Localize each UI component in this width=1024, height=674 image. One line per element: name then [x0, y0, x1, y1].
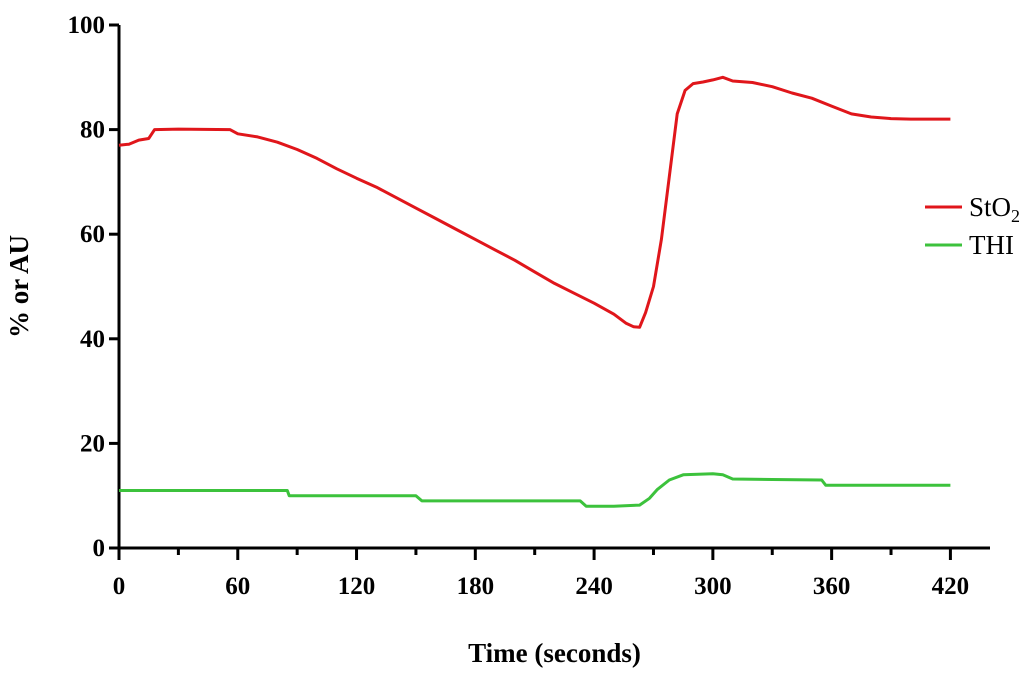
legend-label-main: StO: [969, 192, 1011, 222]
x-axis-title: Time (seconds): [468, 638, 641, 668]
y-tick-label: 40: [80, 326, 105, 353]
x-tick-label: 120: [338, 573, 376, 600]
x-axis: 0 60 120 180 240 300 360 420: [113, 546, 990, 600]
x-tick-label: 180: [457, 573, 495, 600]
legend-label-subscript: 2: [1011, 206, 1020, 226]
legend-label: THI: [969, 230, 1014, 260]
x-tick-label: 240: [575, 573, 613, 600]
x-tick-label: 300: [694, 573, 732, 600]
x-tick-label: 360: [813, 573, 851, 600]
y-axis: 0 20 40 60 80 100: [68, 12, 121, 562]
x-tick-label: 420: [932, 573, 970, 600]
series-line-thi: [119, 472, 951, 508]
y-tick-label: 80: [80, 117, 105, 144]
y-tick-label: 20: [80, 430, 105, 457]
series-line-sto2: [118, 75, 951, 329]
legend: StO2 THI: [925, 192, 1020, 260]
y-axis-title: % or AU: [4, 235, 34, 338]
x-tick-label: 60: [225, 573, 250, 600]
y-tick-label: 100: [68, 12, 106, 39]
y-tick-label: 0: [93, 535, 106, 562]
series-lines: [118, 75, 951, 508]
x-tick-label: 0: [113, 573, 126, 600]
y-tick-label: 60: [80, 221, 105, 248]
legend-label: StO2: [969, 192, 1020, 226]
